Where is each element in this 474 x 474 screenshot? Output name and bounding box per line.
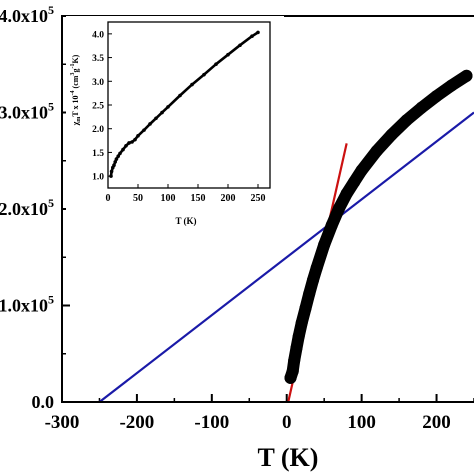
- inset-x-axis-title: T (K): [175, 216, 196, 226]
- inset-y-tick-label: 2.5: [92, 102, 104, 112]
- main-x-axis-title: T (K): [258, 443, 319, 472]
- inset-x-tick-labels: 0 50 100 150 200 250: [106, 193, 266, 204]
- main-y-tick-labels: 0.0 1.0x105 2.0x105 3.0x105 4.0x105: [0, 3, 54, 412]
- inset-data-point: [112, 163, 116, 168]
- inset-data-point: [116, 154, 120, 159]
- inset-data-point: [190, 82, 194, 87]
- inset-y-axis-title: χmT x 10-4 (cm3g-1K): [70, 54, 82, 126]
- inset-plot-frame: [107, 21, 271, 189]
- main-y-tick-label: 1.0x105: [0, 293, 54, 316]
- inset-y-tick-label: 4.0: [92, 30, 104, 40]
- inset-background: [66, 16, 284, 228]
- inset-data-point: [109, 174, 113, 178]
- inset-data-point: [118, 151, 122, 156]
- inset-data-point: [136, 134, 140, 138]
- inset-y-tick-label: 1.0: [92, 173, 104, 183]
- main-x-tick-label: 200: [422, 412, 451, 433]
- inset-y-tick-labels: 1.0 1.5 2.0 2.5 3.0 3.5 4.0: [92, 30, 104, 182]
- inset-x-tick-label: 100: [161, 193, 176, 204]
- inset-data-point: [114, 157, 119, 161]
- inset-data-point: [160, 110, 164, 115]
- inset-data-point: [130, 140, 134, 144]
- inset-data-point: [178, 93, 182, 98]
- inset-x-tick-label: 0: [106, 193, 111, 204]
- inset-y-tick-label: 3.5: [92, 54, 104, 64]
- main-chart: -300 -200 -100 0 100 200 0.0 1.0x105 2.0x105 3.0…: [0, 3, 474, 472]
- inset-x-tick-label: 250: [251, 193, 266, 204]
- inset-data-point: [121, 147, 125, 152]
- inset-data-point: [109, 169, 114, 174]
- inset-x-tick-label: 50: [133, 193, 143, 204]
- main-y-tick-label: 2.0x105: [0, 196, 54, 219]
- inset-data-point: [133, 137, 137, 142]
- inset-data-point: [214, 62, 218, 67]
- main-x-tick-label: 0: [282, 412, 292, 433]
- inset-data-point: [148, 122, 152, 126]
- inset-data-point: [250, 34, 254, 39]
- main-x-tick-label: -200: [119, 412, 154, 433]
- inset-y-tick-label: 3.0: [92, 78, 104, 88]
- main-y-tick-label: 3.0x105: [0, 100, 54, 123]
- main-fit-line: [98, 111, 474, 403]
- inset-data-point: [142, 128, 146, 132]
- inset-data-point: [166, 105, 170, 109]
- main-x-tick-labels: -300 -200 -100 0 100 200: [45, 412, 451, 433]
- inset-x-tick-label: 150: [191, 193, 206, 204]
- inset-data-point: [113, 160, 117, 164]
- inset-chart: 0 50 100 150 200 250 1.0 1.5 2.0 2.5 3.0 3.5 4.0 T …: [66, 16, 284, 228]
- inset-x-tick-label: 200: [221, 193, 236, 204]
- inset-data-point: [127, 141, 131, 145]
- main-x-tick-label: -300: [45, 412, 80, 433]
- main-y-tick-label: 4.0x105: [0, 3, 54, 26]
- inset-data-point: [202, 72, 206, 77]
- main-x-tick-label: 100: [347, 412, 376, 433]
- inset-data-point: [154, 116, 158, 121]
- inset-y-tick-label: 1.5: [92, 149, 104, 159]
- inset-data-point: [226, 52, 230, 57]
- inset-y-tick-label: 2.0: [92, 125, 104, 135]
- inset-data-points: [109, 30, 260, 178]
- main-data-points: [284, 69, 473, 384]
- inset-data-point: [238, 43, 242, 48]
- main-x-tick-label: -100: [194, 412, 229, 433]
- inset-data-point: [256, 30, 260, 35]
- main-y-tick-label: 0.0: [32, 392, 55, 412]
- main-data-band: [284, 69, 473, 384]
- inset-data-point: [124, 143, 128, 148]
